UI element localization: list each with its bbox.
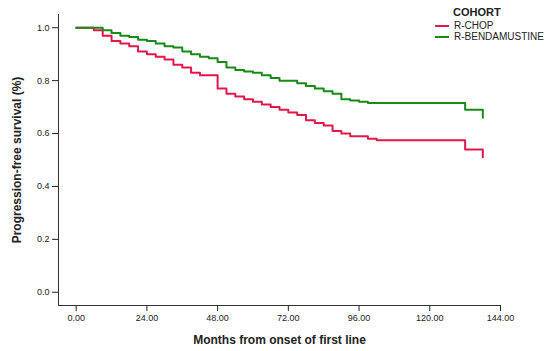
svg-text:48.00: 48.00	[206, 313, 229, 323]
svg-text:24.00: 24.00	[136, 313, 159, 323]
svg-text:0.2: 0.2	[37, 234, 50, 244]
svg-text:Progression-free survival (%): Progression-free survival (%)	[10, 77, 24, 244]
svg-text:Months from onset of first lin: Months from onset of first line	[193, 333, 366, 347]
svg-text:144.00: 144.00	[487, 313, 515, 323]
svg-text:0.6: 0.6	[37, 128, 50, 138]
svg-text:120.00: 120.00	[416, 313, 444, 323]
html-text:R-BENDAMUSTINE: R-BENDAMUSTINE	[454, 31, 544, 42]
html-text:COHORT: COHORT	[453, 6, 501, 18]
svg-text:0.4: 0.4	[37, 181, 50, 191]
svg-text:0.0: 0.0	[37, 287, 50, 297]
svg-text:1.0: 1.0	[37, 23, 50, 33]
svg-text:96.00: 96.00	[348, 313, 371, 323]
svg-text:0.8: 0.8	[37, 76, 50, 86]
html-text:R-CHOP: R-CHOP	[454, 20, 494, 31]
svg-text:72.00: 72.00	[277, 313, 300, 323]
svg-text:0.00: 0.00	[67, 313, 85, 323]
